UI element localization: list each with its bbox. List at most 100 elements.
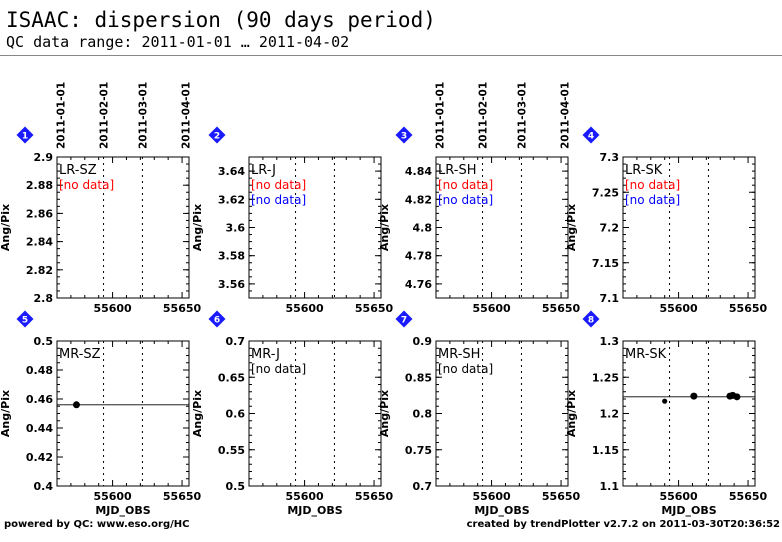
y-tick-label: 1.1 <box>600 480 620 493</box>
y-axis-label: Ang/Pix <box>0 204 12 251</box>
panel-badge-icon <box>395 310 413 328</box>
y-tick-label: 4.8 <box>413 222 433 235</box>
panel-badge-number: 6 <box>214 316 220 326</box>
y-axis-label: Ang/Pix <box>565 204 578 251</box>
y-tick-label: 0.5 <box>34 335 54 348</box>
y-tick-label: 0.7 <box>413 480 433 493</box>
panel-label: LR-SZ <box>59 163 97 178</box>
x-axis-label: MJD_OBS <box>287 504 342 517</box>
footer-generator: created by trendPlotter v2.7.2 on 2011-0… <box>466 519 780 530</box>
y-tick-label: 0.7 <box>226 335 246 348</box>
panel-badge-number: 3 <box>401 132 407 142</box>
y-tick-label: 1.25 <box>592 371 619 384</box>
panel-label: LR-SH <box>438 163 476 178</box>
date-tick-label: 2011-04-01 <box>560 82 572 149</box>
data-point <box>662 398 668 404</box>
y-axis-label: Ang/Pix <box>191 204 204 251</box>
x-axis-label: MJD_OBS <box>474 504 529 517</box>
panel-label: MR-SK <box>625 347 667 362</box>
x-axis-label: MJD_OBS <box>661 504 716 517</box>
y-tick-label: 0.5 <box>226 480 246 493</box>
panel-badge-number: 7 <box>401 316 407 326</box>
date-tick-label: 2011-03-01 <box>516 82 528 149</box>
y-tick-label: 1.2 <box>600 408 620 421</box>
x-axis-label: MJD_OBS <box>95 504 150 517</box>
y-axis-label: Ang/Pix <box>565 390 578 437</box>
x-tick-label: 55650 <box>542 302 581 315</box>
y-tick-label: 0.8 <box>413 408 433 421</box>
y-tick-label: 7.1 <box>600 292 620 305</box>
data-point <box>733 393 741 401</box>
y-tick-label: 3.56 <box>218 278 245 291</box>
no-data-note: [no data] <box>251 193 306 207</box>
x-tick-label: 55600 <box>472 490 511 503</box>
y-tick-label: 0.46 <box>26 393 53 406</box>
panel-lr-sz: 2.8 2.82 2.84 2.86 2.88 2.9 55600 55650 2011-01-… <box>0 82 202 315</box>
date-tick-label: 2011-01-01 <box>434 82 446 149</box>
y-tick-label: 1.3 <box>600 335 620 348</box>
panel-badge-icon <box>582 126 600 144</box>
y-tick-label: 4.78 <box>405 250 432 263</box>
no-data-note: [no data] <box>438 362 493 376</box>
panel-badge-icon <box>208 310 226 328</box>
panel-badge-number: 1 <box>22 132 28 142</box>
panel-label: LR-SK <box>625 163 663 178</box>
panel-label: MR-SZ <box>59 347 101 362</box>
panel-lr-sh: 4.76 4.78 4.8 4.82 4.84 55600 55650 2011-01-01 2… <box>378 82 581 315</box>
plot-frame <box>56 340 190 487</box>
x-tick-label: 55650 <box>163 490 202 503</box>
x-tick-label: 55650 <box>542 490 581 503</box>
panel-badge-icon <box>395 126 413 144</box>
y-tick-label: 7.3 <box>600 151 620 164</box>
date-tick-label: 2011-02-01 <box>99 82 111 149</box>
panel-label: LR-J <box>251 163 276 178</box>
y-tick-label: 3.6 <box>226 222 246 235</box>
y-tick-label: 2.8 <box>34 292 54 305</box>
no-data-note: [no data] <box>625 178 680 192</box>
y-tick-label: 2.82 <box>26 264 53 277</box>
footer-credit: powered by QC: www.eso.org/HC <box>4 519 190 530</box>
y-axis-label: Ang/Pix <box>378 204 391 251</box>
y-tick-label: 0.4 <box>34 480 54 493</box>
plot-frame <box>622 340 756 487</box>
x-tick-label: 55650 <box>163 302 202 315</box>
y-tick-label: 3.62 <box>218 193 245 206</box>
panel-label: MR-SH <box>438 347 480 362</box>
panel-lr-sk: 7.1 7.15 7.2 7.25 7.3 55600 55650 Ang/Pix 4 LR-SK… <box>565 126 768 315</box>
panel-mr-sh: 0.7 0.75 0.8 0.85 0.9 55600 55650 Ang/Pix MJD_OB… <box>378 310 581 517</box>
x-tick-label: 55600 <box>93 490 132 503</box>
y-tick-label: 0.42 <box>26 451 53 464</box>
y-tick-label: 0.65 <box>218 371 245 384</box>
x-tick-label: 55600 <box>659 490 698 503</box>
no-data-note: [no data] <box>438 178 493 192</box>
y-tick-label: 0.85 <box>405 371 432 384</box>
panel-badge-number: 5 <box>22 316 28 326</box>
x-tick-label: 55650 <box>729 490 768 503</box>
x-tick-label: 55600 <box>93 302 132 315</box>
y-axis-label: Ang/Pix <box>191 390 204 437</box>
page-subtitle: QC data range: 2011-01-01 … 2011-04-02 <box>6 33 350 51</box>
y-tick-label: 2.9 <box>34 151 54 164</box>
y-tick-label: 0.6 <box>226 408 246 421</box>
y-tick-label: 3.58 <box>218 250 245 263</box>
y-tick-label: 7.2 <box>600 222 620 235</box>
x-tick-label: 55600 <box>285 490 324 503</box>
panel-badge-number: 8 <box>588 316 594 326</box>
y-tick-label: 1.15 <box>592 444 619 457</box>
panel-badge-icon <box>582 310 600 328</box>
y-axis-label: Ang/Pix <box>0 390 12 437</box>
panel-badge-number: 2 <box>214 132 220 142</box>
x-tick-label: 55600 <box>472 302 511 315</box>
no-data-note: [no data] <box>59 178 114 192</box>
panel-mr-sk: 1.1 1.15 1.2 1.25 1.3 55600 55650 Ang/Pix MJD_OB… <box>565 310 768 517</box>
no-data-note: [no data] <box>438 193 493 207</box>
y-tick-label: 0.44 <box>26 422 53 435</box>
no-data-note: [no data] <box>251 178 306 192</box>
y-tick-label: 0.55 <box>218 444 245 457</box>
y-tick-label: 4.84 <box>405 165 432 178</box>
date-tick-label: 2011-01-01 <box>55 82 67 149</box>
panel-badge-icon <box>208 126 226 144</box>
y-axis-label: Ang/Pix <box>378 390 391 437</box>
header-divider <box>0 55 782 56</box>
panel-mr-j: 0.5 0.55 0.6 0.65 0.7 55600 55650 Ang/Pix MJD_OB… <box>191 310 394 517</box>
